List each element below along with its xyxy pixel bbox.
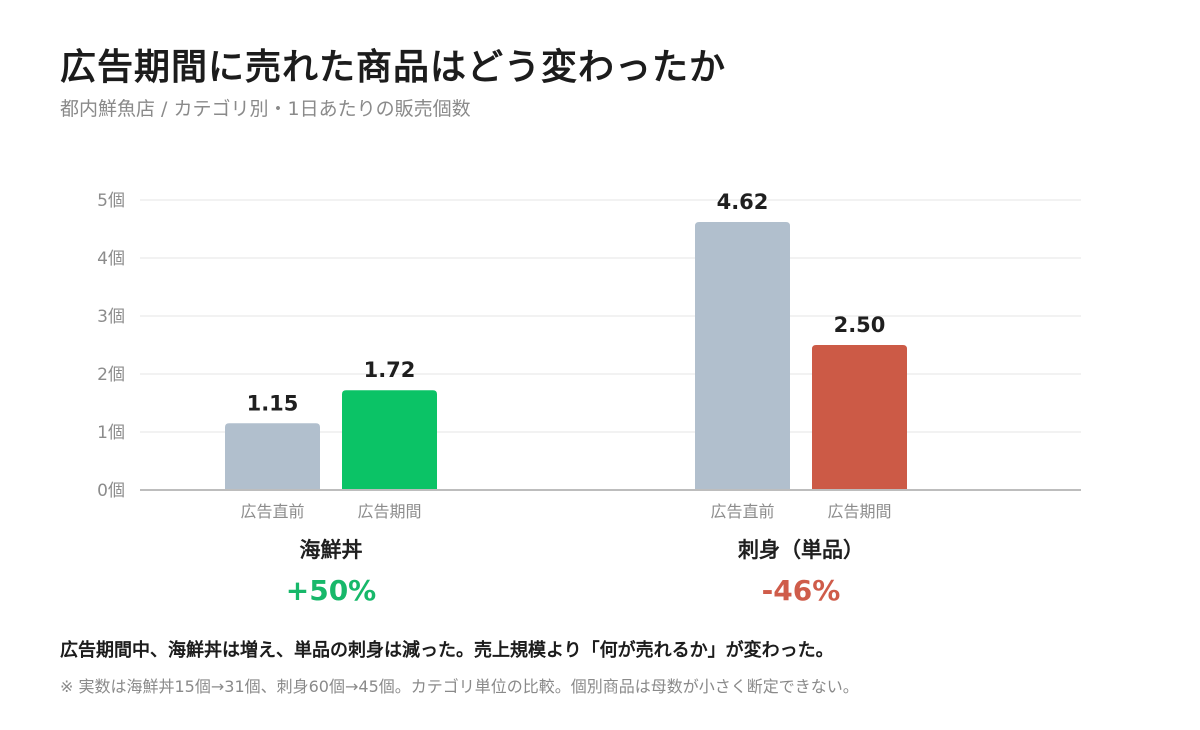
bar-category-label: 広告期間 — [827, 502, 891, 521]
bar-value-label: 1.15 — [247, 391, 299, 415]
group-label: 海鮮丼 — [300, 538, 363, 562]
bar — [225, 423, 320, 490]
chart-title: 広告期間に売れた商品はどう変わったか — [60, 47, 727, 88]
bar — [812, 345, 907, 490]
summary-note: 広告期間中、海鮮丼は増え、単品の刺身は減った。売上規模より「何が売れるか」が変わ… — [60, 640, 834, 661]
bar — [342, 390, 437, 490]
y-tick-label: 3個 — [97, 307, 125, 327]
y-tick-label: 1個 — [97, 423, 125, 443]
bar — [695, 222, 790, 491]
bar-category-label: 広告直前 — [240, 502, 304, 521]
bar-value-label: 2.50 — [834, 313, 886, 337]
y-tick-label: 0個 — [97, 481, 125, 501]
bar-category-label: 広告期間 — [357, 502, 421, 521]
y-tick-label: 4個 — [97, 249, 125, 269]
bar-value-label: 1.72 — [364, 358, 416, 382]
y-tick-label: 5個 — [97, 191, 125, 211]
footnote: ※ 実数は海鮮丼15個→31個、刺身60個→45個。カテゴリ単位の比較。個別商品… — [60, 677, 859, 696]
change-percent: +50% — [286, 574, 376, 607]
chart-subtitle: 都内鮮魚店 / カテゴリ別・1日あたりの販売個数 — [60, 98, 471, 120]
bar-value-label: 4.62 — [717, 190, 769, 214]
bar-category-label: 広告直前 — [710, 502, 774, 521]
change-percent: -46% — [762, 574, 841, 607]
y-tick-label: 2個 — [97, 365, 125, 385]
group-label: 刺身（単品） — [738, 538, 864, 562]
